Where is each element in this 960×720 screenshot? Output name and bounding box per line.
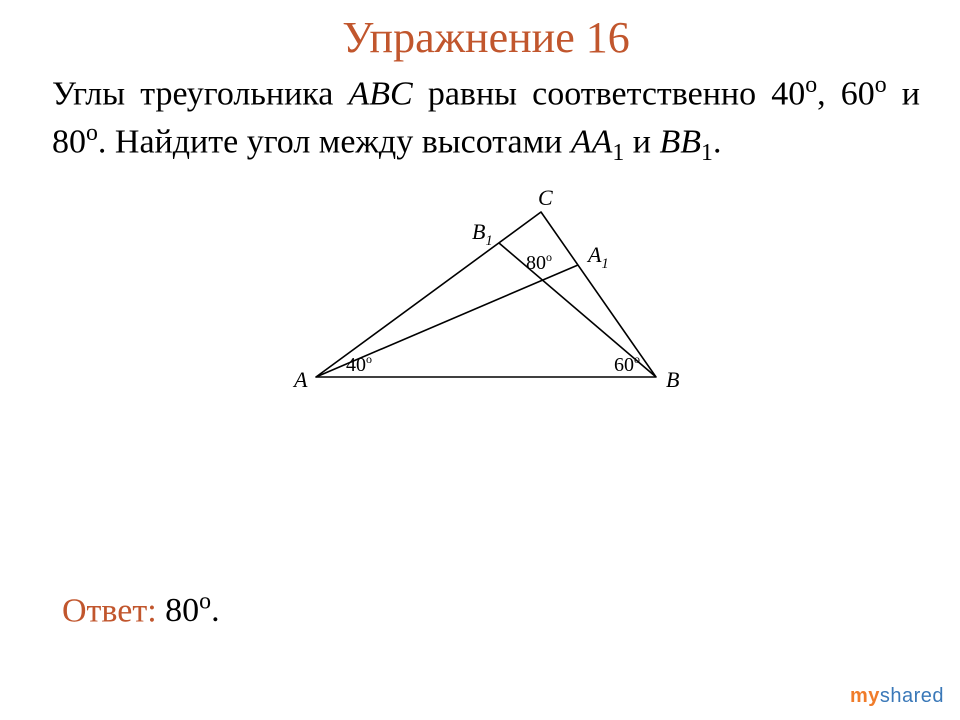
- svg-text:C: C: [538, 187, 553, 210]
- answer-value: 80о.: [165, 592, 219, 629]
- svg-text:B1: B1: [472, 219, 493, 249]
- watermark-part2: shared: [880, 685, 944, 707]
- answer-line: Ответ: 80о.: [62, 589, 220, 630]
- diagram-container: A B C A1 B1 40о 60о 80о: [52, 187, 920, 412]
- svg-text:B: B: [666, 367, 679, 392]
- exercise-title: Упражнение 16: [52, 12, 920, 63]
- watermark-part1: my: [850, 685, 880, 707]
- answer-label: Ответ:: [62, 592, 157, 629]
- svg-text:60о: 60о: [614, 352, 640, 376]
- svg-text:A: A: [292, 367, 308, 392]
- problem-text: Углы треугольника ABC равны соответствен…: [52, 69, 920, 169]
- svg-text:80о: 80о: [526, 250, 552, 274]
- slide: Упражнение 16 Углы треугольника ABC равн…: [0, 0, 960, 720]
- watermark: myshared: [850, 685, 944, 708]
- svg-text:A1: A1: [586, 242, 609, 272]
- svg-text:40о: 40о: [346, 352, 372, 376]
- triangle-diagram: A B C A1 B1 40о 60о 80о: [276, 187, 696, 407]
